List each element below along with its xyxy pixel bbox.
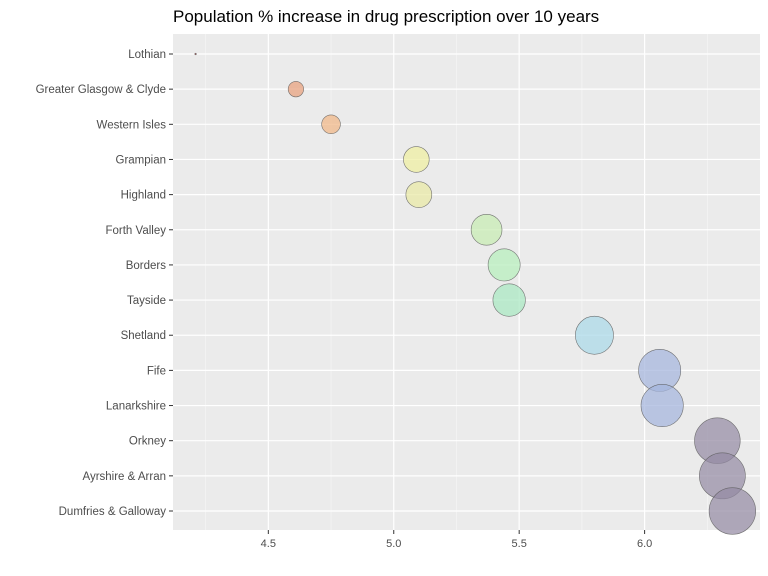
y-tick-label: Lothian (128, 49, 166, 61)
x-tick-label: 4.5 (261, 538, 276, 550)
bubble-point (708, 487, 757, 535)
bubble-point (492, 283, 526, 317)
bubble-point (321, 114, 341, 134)
y-axis: Lothian Greater Glasgow & Clyde Western Is… (36, 49, 173, 518)
bubble-point (487, 248, 521, 282)
y-tick-label: Borders (126, 260, 167, 272)
y-tick-label: Dumfries & Galloway (59, 506, 167, 518)
x-tick-label: 5.0 (386, 538, 401, 550)
y-tick-label: Grampian (116, 154, 167, 166)
bubble-point (403, 146, 430, 173)
y-tick-label: Lanarkshire (106, 401, 166, 413)
y-tick-label: Greater Glasgow & Clyde (36, 84, 166, 96)
y-tick-label: Tayside (127, 295, 166, 307)
chart-title: Population % increase in drug prescripti… (173, 7, 599, 26)
y-tick-label: Shetland (121, 330, 166, 342)
y-tick-label: Forth Valley (105, 225, 166, 237)
x-tick-label: 6.0 (637, 538, 652, 550)
y-tick-label: Orkney (129, 436, 166, 448)
bubble-point (405, 181, 433, 208)
y-tick-label: Fife (147, 365, 166, 377)
bubble-point (194, 52, 197, 56)
x-axis: 4.5 5.0 5.5 6.0 (261, 530, 652, 550)
plot-panel (173, 34, 760, 530)
y-tick-label: Western Isles (97, 119, 167, 131)
bubbles (194, 52, 757, 535)
bubble-point (640, 384, 684, 428)
y-tick-label: Highland (121, 190, 166, 202)
y-tick-label: Ayrshire & Arran (82, 471, 166, 483)
x-tick-label: 5.5 (512, 538, 527, 550)
bubble-point (575, 315, 614, 355)
bubble-point (287, 81, 304, 98)
bubble-point (470, 214, 503, 246)
